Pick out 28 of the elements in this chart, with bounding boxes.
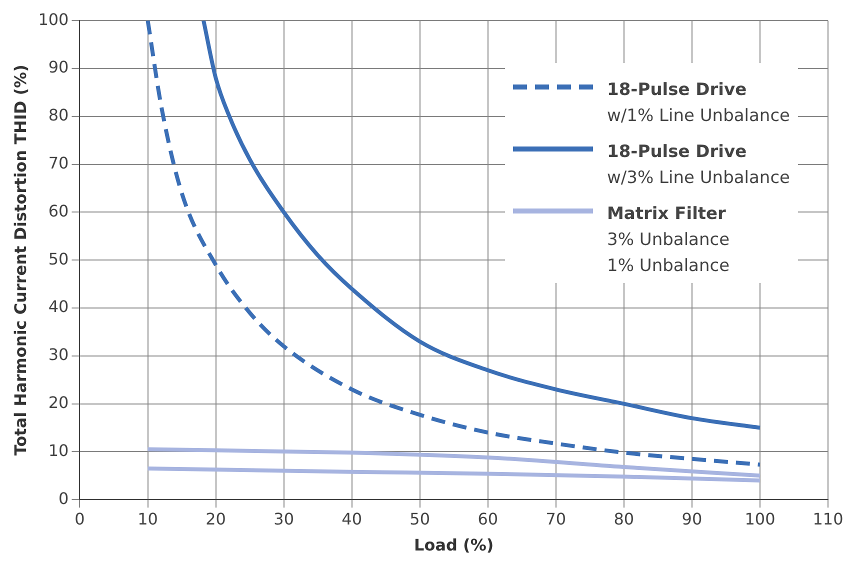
y-tick-label: 30 bbox=[48, 345, 69, 364]
x-tick-label: 40 bbox=[342, 509, 362, 528]
y-axis-title: Total Harmonic Current Distortion THID (%) bbox=[10, 64, 30, 456]
x-tick-label: 110 bbox=[812, 509, 844, 528]
y-tick-label: 10 bbox=[48, 440, 69, 460]
y-tick-label: 40 bbox=[48, 297, 69, 316]
y-tick-label: 50 bbox=[48, 249, 69, 268]
y-tick-label: 100 bbox=[38, 10, 69, 29]
x-axis-title: Load (%) bbox=[414, 536, 494, 555]
x-tick-label: 100 bbox=[744, 509, 776, 528]
y-tick-label: 80 bbox=[48, 106, 69, 125]
x-tick-label: 70 bbox=[546, 509, 566, 528]
x-tick-label: 90 bbox=[682, 509, 702, 528]
legend-label: Matrix Filter 3% Unbalance 1% Unbalance bbox=[607, 203, 730, 278]
y-tick-label: 0 bbox=[58, 488, 69, 508]
x-tick-label: 10 bbox=[138, 509, 158, 528]
legend-label: 18-Pulse Drive w/3% Line Unbalance bbox=[607, 141, 790, 190]
y-tick-label: 20 bbox=[48, 392, 69, 412]
x-tick-label: 30 bbox=[274, 509, 294, 528]
y-tick-label: 90 bbox=[48, 58, 69, 77]
legend-label: 18-Pulse Drive w/1% Line Unbalance bbox=[607, 79, 790, 128]
x-tick-label: 80 bbox=[614, 509, 634, 528]
x-tick-label: 20 bbox=[206, 509, 226, 528]
x-tick-label: 60 bbox=[478, 509, 498, 528]
y-tick-label: 70 bbox=[48, 153, 69, 172]
x-tick-label: 0 bbox=[74, 509, 85, 528]
y-tick-label: 60 bbox=[48, 201, 69, 220]
x-tick-label: 50 bbox=[410, 509, 430, 528]
